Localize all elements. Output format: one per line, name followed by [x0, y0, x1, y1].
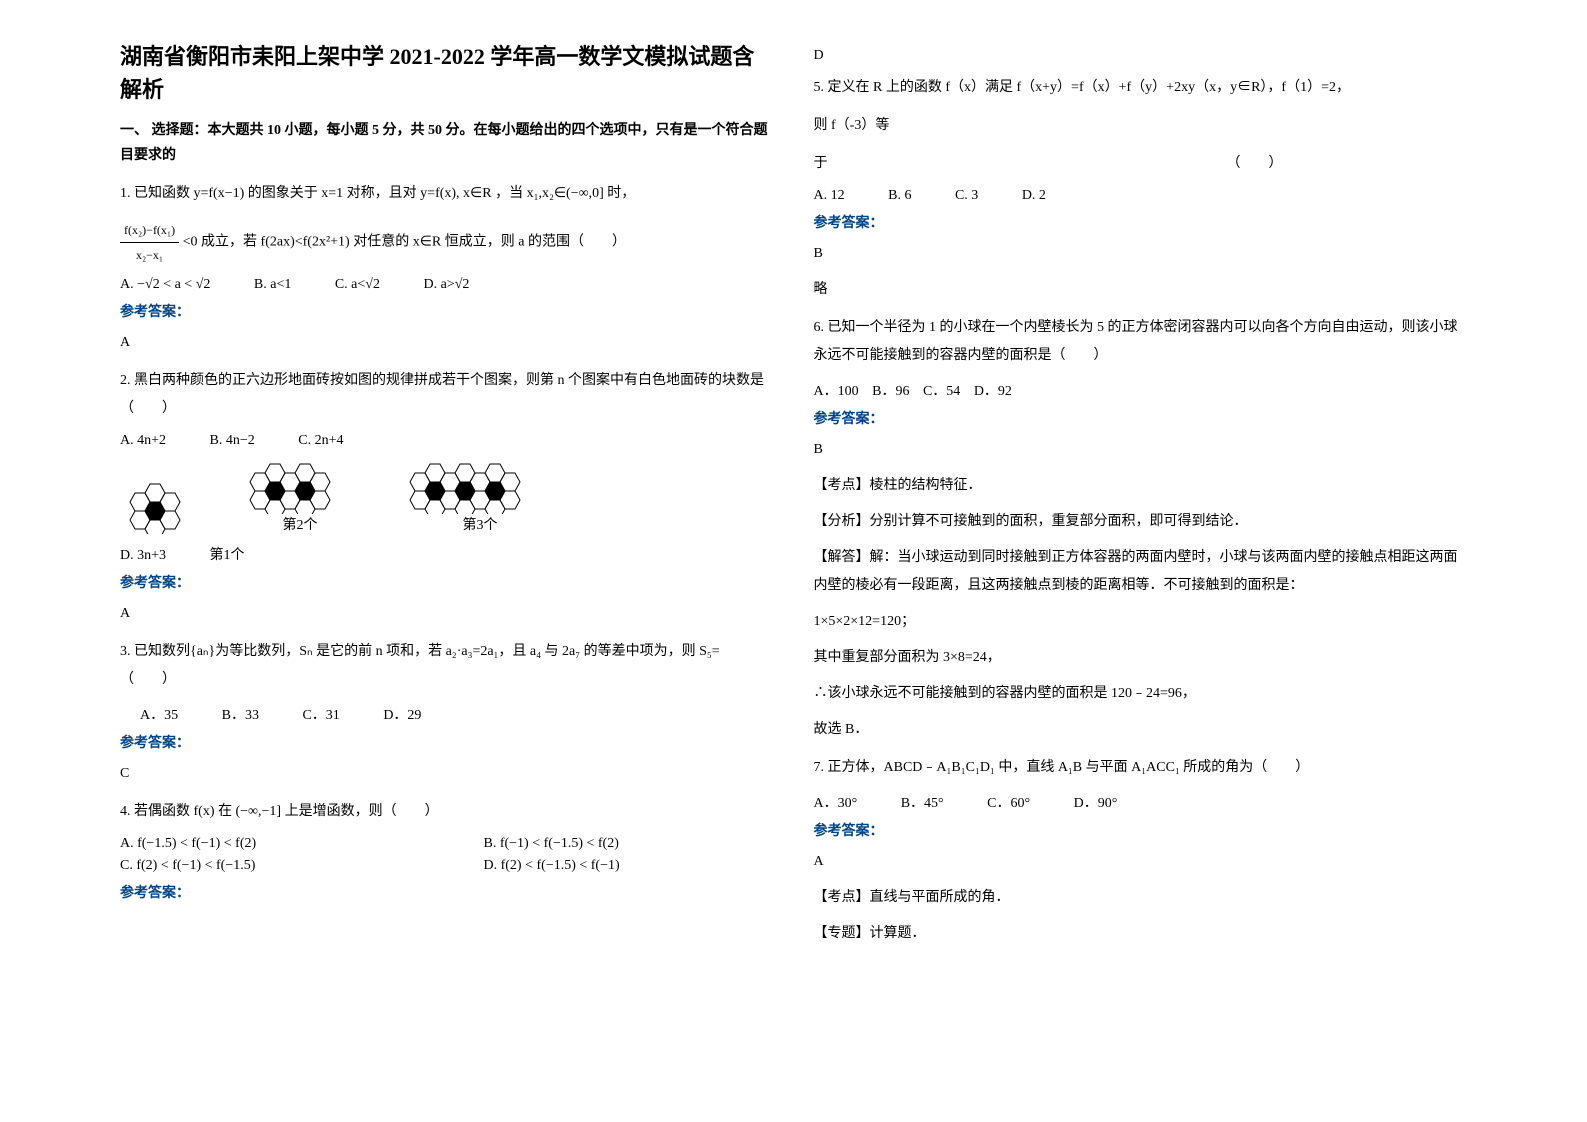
answer-label-3: 参考答案：	[120, 732, 774, 752]
answer-label-7: 参考答案：	[814, 820, 1468, 840]
q5-opt-b: B. 6	[888, 188, 911, 204]
q3-answer: C	[120, 760, 774, 788]
q1-opt-b: B. a<1	[254, 277, 291, 293]
q3-opt-b: B．33	[222, 704, 259, 724]
q5-options: A. 12 B. 6 C. 3 D. 2	[814, 188, 1468, 204]
q5-brief: 略	[814, 276, 1468, 304]
fx-text: 分别计算不可接触到的面积，重复部分面积，即可得到结论．	[870, 514, 1248, 529]
q1-stem-b: 成立，若 f(2ax)<f(2x²+1) 对任意的 x∈R 恒成立，则 a 的范…	[201, 235, 626, 250]
q6-opt-b: B．96	[872, 380, 909, 400]
q1-frac-den: x₂−x₁	[120, 243, 179, 267]
q7-opt-c: C．60°	[987, 792, 1030, 812]
question-7: 7. 正方体，ABCD﹣A₁B₁C₁D₁ 中，直线 A₁B 与平面 A₁ACC₁…	[814, 754, 1468, 782]
q6-opt-d: D．92	[974, 380, 1012, 400]
answer-label-6: 参考答案：	[814, 408, 1468, 428]
question-5-line2: 则 f（-3）等	[814, 112, 1468, 140]
q6-jd5: 故选 B．	[814, 716, 1468, 744]
q2-opt-a: A. 4n+2	[120, 433, 166, 449]
q6-jd4: ∴该小球永远不可能接触到的容器内壁的面积是 120﹣24=96，	[814, 680, 1468, 708]
section-heading: 一、 选择题：本大题共 10 小题，每小题 5 分，共 50 分。在每小题给出的…	[120, 118, 774, 168]
hex-cap-1: 第1个	[210, 544, 245, 564]
q7-zt-text: 计算题．	[870, 926, 926, 941]
q7-options: A．30° B．45° C．60° D．90°	[814, 792, 1468, 812]
q5-opt-d: D. 2	[1022, 188, 1046, 204]
question-6: 6. 已知一个半径为 1 的小球在一个内壁棱长为 5 的正方体密闭容器内可以向各…	[814, 314, 1468, 370]
q2-opt-d: D. 3n+3	[120, 548, 166, 564]
q1-opt-c: C. a<√2	[335, 277, 380, 293]
question-5-line1: 5. 定义在 R 上的函数 f（x）满足 f（x+y）=f（x）+f（y）+2x…	[814, 74, 1468, 102]
hex-fig-2: 第2个	[240, 459, 360, 534]
answer-label: 参考答案：	[120, 301, 774, 321]
q6-kp: 【考点】棱柱的结构特征．	[814, 472, 1468, 500]
answer-label-5: 参考答案：	[814, 212, 1468, 232]
hex-cap-3: 第3个	[400, 514, 560, 534]
q1-fraction: f(x₂)−f(x₁) x₂−x₁	[120, 218, 179, 267]
hex-figures: 第2个	[120, 459, 774, 534]
hex-cap-2: 第2个	[240, 514, 360, 534]
q2-options-row1: A. 4n+2 B. 4n−2 C. 2n+4	[120, 433, 774, 449]
q6-opt-a: A．100	[814, 380, 859, 400]
page-title: 湖南省衡阳市耒阳上架中学 2021-2022 学年高一数学文模拟试题含解析	[120, 40, 774, 106]
q7-kp: 【考点】直线与平面所成的角．	[814, 884, 1468, 912]
q1-answer: A	[120, 329, 774, 357]
question-1: 1. 已知函数 y=f(x−1) 的图象关于 x=1 对称，且对 y=f(x),…	[120, 180, 774, 208]
q6-options: A．100 B．96 C．54 D．92	[814, 380, 1468, 400]
q7-opt-b: B．45°	[901, 792, 944, 812]
q4-opt-c: C. f(2) < f(−1) < f(−1.5)	[120, 858, 440, 874]
q7-kp-label: 【考点】	[814, 890, 870, 905]
q4-opt-d: D. f(2) < f(−1.5) < f(−1)	[484, 858, 620, 874]
q2-opt-b: B. 4n−2	[210, 433, 255, 449]
q1-frac-line: f(x₂)−f(x₁) x₂−x₁ <0 成立，若 f(2ax)<f(2x²+1…	[120, 218, 774, 267]
q4-opt-b: B. f(−1) < f(−1.5) < f(2)	[484, 836, 619, 852]
q3-opt-d: D．29	[383, 704, 421, 724]
q6-fx: 【分析】分别计算不可接触到的面积，重复部分面积，即可得到结论．	[814, 508, 1468, 536]
q1-opt-a: A. −√2 < a < √2	[120, 277, 210, 293]
q7-answer: A	[814, 848, 1468, 876]
q5-opt-c: C. 3	[955, 188, 978, 204]
q6-opt-c: C．54	[923, 380, 960, 400]
q7-zt: 【专题】计算题．	[814, 920, 1468, 948]
hex-svg-1	[120, 479, 200, 534]
q6-jd2: 1×5×2×12=120；	[814, 608, 1468, 636]
question-4: 4. 若偶函数 f(x) 在 (−∞,−1] 上是增函数，则（ ）	[120, 798, 774, 826]
question-5-line3: 于 （ ）	[814, 150, 1468, 178]
q4-answer: D	[814, 48, 1468, 64]
question-3: 3. 已知数列{aₙ}为等比数列，Sₙ 是它的前 n 项和，若 a₂·a₃=2a…	[120, 638, 774, 694]
q1-stem-a: 1. 已知函数 y=f(x−1) 的图象关于 x=1 对称，且对 y=f(x),…	[120, 186, 635, 201]
hex-svg-3	[400, 459, 560, 514]
q5-opt-a: A. 12	[814, 188, 845, 204]
q7-opt-a: A．30°	[814, 792, 858, 812]
q6-jd: 【解答】解：当小球运动到同时接触到正方体容器的两面内壁时，小球与该两面内壁的接触…	[814, 544, 1468, 600]
q2-opt-c: C. 2n+4	[298, 433, 343, 449]
answer-label-2: 参考答案：	[120, 572, 774, 592]
answer-label-4: 参考答案：	[120, 882, 774, 902]
q2-options-row2: D. 3n+3 第1个	[120, 544, 774, 564]
q1-options: A. −√2 < a < √2 B. a<1 C. a<√2 D. a>√2	[120, 277, 774, 293]
q3-options: A．35 B．33 C．31 D．29	[120, 704, 774, 724]
hex-svg-2	[240, 459, 360, 514]
jd-text1: 解：当小球运动到同时接触到正方体容器的两面内壁时，小球与该两面内壁的接触点相距这…	[814, 550, 1458, 593]
q4-opt-a: A. f(−1.5) < f(−1) < f(2)	[120, 836, 440, 852]
q7-zt-label: 【专题】	[814, 926, 870, 941]
jd-label: 【解答】	[814, 550, 870, 565]
q4-options-row2: C. f(2) < f(−1) < f(−1.5) D. f(2) < f(−1…	[120, 858, 774, 874]
q1-frac-num: f(x₂)−f(x₁)	[120, 218, 179, 243]
q1-lt: <0	[183, 235, 198, 250]
q6-jd3: 其中重复部分面积为 3×8=24，	[814, 644, 1468, 672]
kp-label: 【考点】	[814, 478, 870, 493]
kp-text: 棱柱的结构特征．	[870, 478, 982, 493]
q3-opt-c: C．31	[302, 704, 339, 724]
fx-label: 【分析】	[814, 514, 870, 529]
q4-options-row1: A. f(−1.5) < f(−1) < f(2) B. f(−1) < f(−…	[120, 836, 774, 852]
q1-opt-d: D. a>√2	[423, 277, 469, 293]
q3-opt-a: A．35	[140, 704, 178, 724]
q2-answer: A	[120, 600, 774, 628]
hex-fig-3: 第3个	[400, 459, 560, 534]
q7-kp-text: 直线与平面所成的角．	[870, 890, 1010, 905]
q5-answer: B	[814, 240, 1468, 268]
hex-fig-1	[120, 479, 200, 534]
q7-opt-d: D．90°	[1074, 792, 1118, 812]
question-2: 2. 黑白两种颜色的正六边形地面砖按如图的规律拼成若干个图案，则第 n 个图案中…	[120, 367, 774, 423]
q6-answer: B	[814, 436, 1468, 464]
